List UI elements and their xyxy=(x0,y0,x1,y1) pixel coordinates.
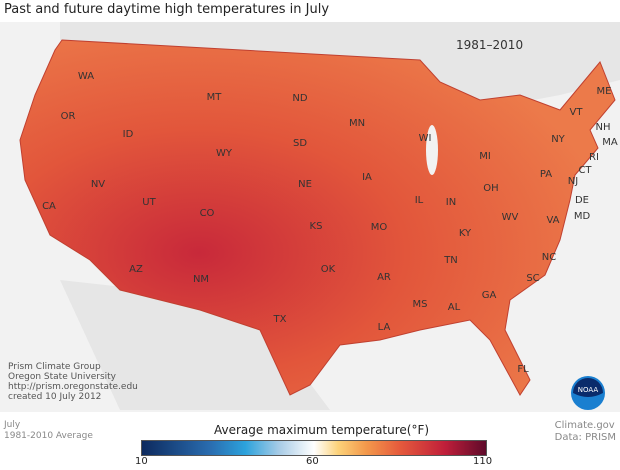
state-label-ca: CA xyxy=(42,201,56,212)
state-label-ut: UT xyxy=(142,197,156,208)
state-label-vt: VT xyxy=(570,107,584,118)
state-label-oh: OH xyxy=(483,183,498,194)
state-label-mn: MN xyxy=(349,118,365,129)
period-label: 1981–2010 xyxy=(456,38,524,52)
state-label-de: DE xyxy=(575,195,589,206)
legend-title: Average maximum temperature(°F) xyxy=(214,423,430,437)
state-label-la: LA xyxy=(378,322,391,333)
state-label-ar: AR xyxy=(377,272,391,283)
state-label-me: ME xyxy=(597,86,612,97)
state-label-nm: NM xyxy=(193,274,209,285)
state-label-nc: NC xyxy=(542,252,556,263)
average-label: 1981-2010 Average xyxy=(4,431,93,441)
legend-min: 10 xyxy=(135,456,148,467)
conus xyxy=(19,39,616,396)
state-label-in: IN xyxy=(446,197,456,208)
map-title: Past and future daytime high temperature… xyxy=(4,2,330,17)
svg-text:NOAA: NOAA xyxy=(578,386,599,394)
state-label-ct: CT xyxy=(578,165,592,176)
mexico xyxy=(60,280,330,410)
state-label-va: VA xyxy=(546,215,559,226)
noaa-logo: NOAA xyxy=(571,376,605,410)
state-label-mo: MO xyxy=(371,222,388,233)
state-label-md: MD xyxy=(574,211,591,222)
source-site: Climate.gov xyxy=(554,420,615,431)
state-label-ks: KS xyxy=(310,221,323,232)
state-label-il: IL xyxy=(415,195,424,206)
state-label-ok: OK xyxy=(321,264,336,275)
credit-line: Oregon State University xyxy=(8,372,116,382)
state-label-tn: TN xyxy=(443,255,458,266)
state-label-wi: WI xyxy=(419,133,432,144)
state-label-ga: GA xyxy=(482,290,497,301)
state-label-ne: NE xyxy=(298,179,312,190)
state-label-nd: ND xyxy=(292,93,307,104)
state-label-ky: KY xyxy=(459,228,472,239)
state-label-az: AZ xyxy=(129,264,143,275)
map-area: WA OR ID MT WY NV UT CA CO AZ NM ND SD NE KS OK TX MN IA MO… xyxy=(0,22,620,412)
state-label-or: OR xyxy=(61,111,76,122)
state-label-sc: SC xyxy=(526,273,539,284)
credits: Prism Climate Group Oregon State Univers… xyxy=(8,362,138,402)
us-map: WA OR ID MT WY NV UT CA CO AZ NM ND SD NE KS OK TX MN IA MO… xyxy=(19,22,620,410)
legend-colorbar xyxy=(141,440,487,456)
state-label-sd: SD xyxy=(293,138,307,149)
state-label-ri: RI xyxy=(589,152,599,163)
state-label-mt: MT xyxy=(207,92,223,103)
state-label-tx: TX xyxy=(273,314,287,325)
credit-line: Prism Climate Group xyxy=(8,362,101,372)
state-label-pa: PA xyxy=(540,169,552,180)
state-label-nv: NV xyxy=(91,179,105,190)
state-label-ny: NY xyxy=(551,134,565,145)
state-label-ia: IA xyxy=(362,172,372,183)
state-label-id: ID xyxy=(123,129,134,140)
data-source: Data: PRISM xyxy=(554,432,616,443)
credit-link[interactable]: http://prism.oregonstate.edu xyxy=(8,382,138,392)
legend-max: 110 xyxy=(473,456,493,467)
state-label-fl: FL xyxy=(517,364,529,375)
state-label-ma: MA xyxy=(602,137,618,148)
state-label-nh: NH xyxy=(596,122,611,133)
state-label-nj: NJ xyxy=(568,176,578,187)
state-label-al: AL xyxy=(448,302,461,313)
bottom-right-info: Climate.gov Data: PRISM xyxy=(555,420,616,444)
month-label: July xyxy=(4,420,21,430)
state-label-co: CO xyxy=(200,208,215,219)
state-label-mi: MI xyxy=(479,151,491,162)
state-label-wa: WA xyxy=(78,71,94,82)
bottom-left-info: July 1981-2010 Average xyxy=(4,420,93,442)
legend-mid: 60 xyxy=(306,456,319,467)
state-label-wy: WY xyxy=(216,148,233,159)
state-label-wv: WV xyxy=(502,212,519,223)
lake-michigan xyxy=(426,125,438,175)
credit-line: created 10 July 2012 xyxy=(8,392,102,402)
state-label-ms: MS xyxy=(413,299,428,310)
